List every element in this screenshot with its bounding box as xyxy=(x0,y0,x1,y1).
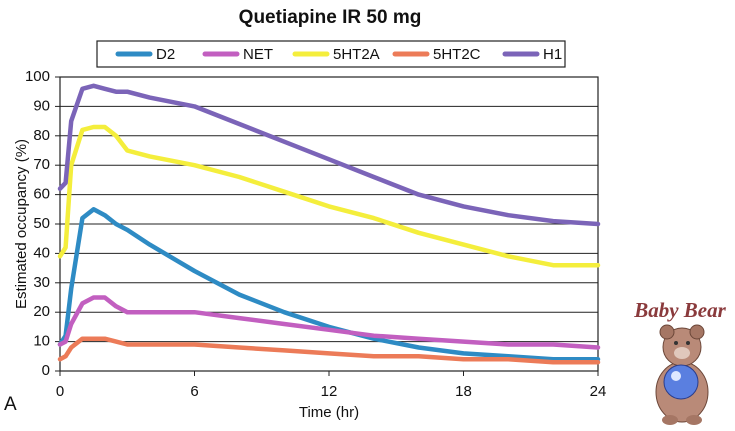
x-tick-label: 18 xyxy=(455,383,472,400)
legend-label: 5HT2C xyxy=(433,46,481,63)
y-tick-label: 50 xyxy=(33,215,50,232)
y-tick-label: 40 xyxy=(33,244,50,261)
bear-illustration xyxy=(655,324,709,425)
series-line xyxy=(57,207,601,362)
legend-box xyxy=(96,40,566,68)
badge-text: Baby Bear xyxy=(633,298,726,322)
legend-label: 5HT2A xyxy=(333,46,380,63)
y-tick-label: 60 xyxy=(33,186,50,203)
y-axis-label: Estimated occupancy (%) xyxy=(13,139,30,309)
series-line xyxy=(57,124,601,268)
y-tick-label: 0 xyxy=(42,362,50,379)
y-tick-label: 30 xyxy=(33,274,50,291)
legend-label: H1 xyxy=(543,46,562,63)
y-tick-label: 70 xyxy=(33,156,50,173)
x-tick-label: 24 xyxy=(590,383,607,400)
y-tick-label: 80 xyxy=(33,127,50,144)
y-tick-label: 90 xyxy=(33,97,50,114)
x-axis-label: Time (hr) xyxy=(299,404,359,421)
legend-label: NET xyxy=(243,46,273,63)
chart-title: Quetiapine IR 50 mg xyxy=(239,7,422,28)
x-tick-label: 6 xyxy=(190,383,198,400)
series-line xyxy=(57,295,601,350)
legend-label: D2 xyxy=(156,46,175,63)
x-tick-label: 0 xyxy=(56,383,64,400)
y-tick-label: 20 xyxy=(33,303,50,320)
series-line xyxy=(57,336,601,365)
panel-label: A xyxy=(4,394,17,415)
y-tick-label: 100 xyxy=(25,68,50,85)
y-tick-label: 10 xyxy=(33,333,50,350)
x-tick-label: 12 xyxy=(321,383,338,400)
series-line xyxy=(57,83,601,227)
